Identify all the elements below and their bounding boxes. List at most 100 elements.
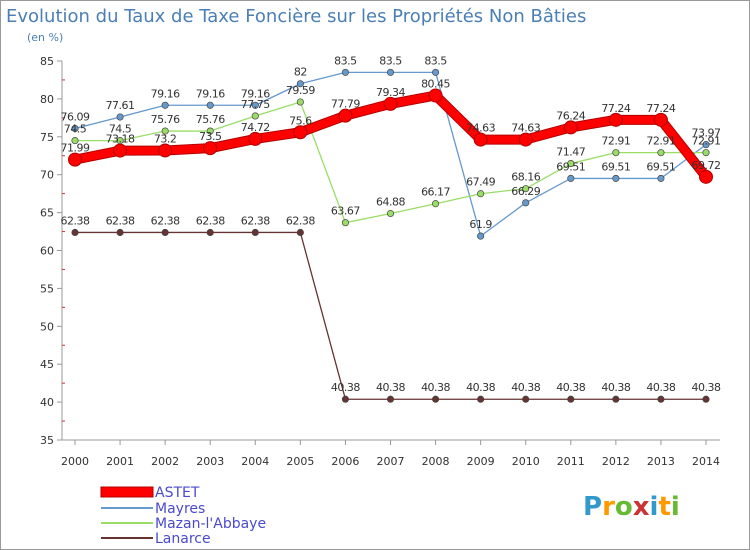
data-label-mayres: 83.5 [334, 54, 357, 67]
data-label-mazan-l-abbaye: 72.91 [601, 135, 630, 148]
axes: 35 40 45 50 55 60 65 70 75 80 85 2000 2001 2002 2003 20… [40, 55, 720, 468]
data-point-mazan-l-abbaye [161, 127, 169, 135]
data-point-astet [248, 131, 263, 146]
legend-label-astet: ASTET [155, 485, 200, 501]
data-label-astet: 74.63 [511, 122, 540, 135]
data-label-mayres: 66.29 [511, 185, 540, 198]
data-point-mazan-l-abbaye [702, 149, 710, 157]
data-point-mayres [567, 174, 575, 182]
data-label-lanarce: 62.38 [286, 214, 315, 227]
data-point-mayres [432, 68, 440, 76]
data-label-lanarce: 40.38 [421, 381, 450, 394]
y-tick-label: 70 [40, 169, 54, 182]
data-label-astet: 73.18 [106, 133, 135, 146]
legend-label-lanarce: Lanarce [155, 531, 211, 547]
data-point-lanarce [206, 228, 214, 237]
data-point-mayres [386, 68, 395, 76]
data-point-lanarce [522, 395, 530, 403]
data-label-astet: 73.2 [154, 132, 177, 145]
data-point-astet [158, 143, 173, 158]
data-point-lanarce [477, 395, 485, 403]
data-point-lanarce [116, 228, 124, 237]
data-point-astet [203, 141, 218, 156]
data-point-mayres [71, 124, 79, 133]
data-label-astet: 71.99 [61, 142, 90, 155]
data-point-lanarce [296, 228, 304, 237]
data-point-mayres [251, 101, 259, 109]
chart-subtitle: (en %) [27, 31, 63, 44]
data-point-mazan-l-abbaye [522, 185, 530, 193]
logo-letter: t [658, 492, 670, 522]
data-label-mazan-l-abbaye: 75.76 [196, 113, 225, 126]
data-point-lanarce [612, 395, 620, 403]
y-tick-label: 40 [40, 396, 54, 409]
data-point-lanarce [341, 395, 349, 403]
x-tick-label: 2004 [241, 455, 269, 468]
data-point-lanarce [251, 228, 259, 237]
data-label-astet: 77.79 [331, 98, 360, 111]
data-label-mazan-l-abbaye: 63.67 [331, 205, 360, 218]
x-tick-label: 2008 [422, 455, 450, 468]
legend-swatch-astet [100, 486, 154, 498]
data-label-astet: 77.24 [601, 102, 630, 115]
data-label-astet: 76.24 [556, 109, 585, 122]
data-label-mazan-l-abbaye: 67.49 [466, 176, 495, 189]
data-label-lanarce: 62.38 [61, 214, 90, 227]
data-label-astet: 75.6 [289, 114, 312, 127]
data-label-lanarce: 40.38 [331, 381, 360, 394]
x-tick-label: 2012 [602, 455, 630, 468]
data-point-mazan-l-abbaye [251, 112, 259, 120]
data-point-mayres [296, 80, 304, 88]
data-label-lanarce: 40.38 [466, 381, 495, 394]
x-tick-label: 2007 [377, 455, 405, 468]
data-point-mazan-l-abbaye [657, 149, 665, 157]
x-tick-label: 2003 [196, 455, 224, 468]
data-label-lanarce: 40.38 [601, 381, 630, 394]
data-point-mayres [477, 232, 485, 240]
data-point-mazan-l-abbaye [432, 200, 440, 208]
x-tick-label: 2009 [467, 455, 495, 468]
data-label-mazan-l-abbaye: 74.5 [109, 123, 132, 136]
data-label-mayres: 79.16 [196, 87, 225, 100]
data-label-mayres: 79.16 [241, 87, 270, 100]
series-layer [68, 68, 713, 403]
x-tick-label: 2006 [331, 455, 359, 468]
data-point-astet [383, 96, 398, 111]
data-label-mazan-l-abbaye: 64.88 [376, 196, 405, 209]
data-point-astet [68, 152, 82, 167]
x-tick-label: 2005 [286, 455, 314, 468]
x-tick-label: 2000 [61, 455, 89, 468]
data-label-mayres: 79.16 [151, 87, 180, 100]
data-label-astet: 77.24 [646, 102, 675, 115]
data-point-mayres [341, 68, 349, 76]
y-tick-label: 55 [40, 282, 54, 295]
data-point-mayres [612, 174, 620, 182]
data-label-lanarce: 62.38 [151, 214, 180, 227]
x-tick-label: 2013 [647, 455, 675, 468]
data-point-mazan-l-abbaye [386, 209, 395, 218]
data-label-mazan-l-abbaye: 72.91 [646, 135, 675, 148]
logo-letter: i [671, 492, 680, 522]
data-point-astet [699, 169, 713, 184]
data-point-lanarce [567, 395, 575, 403]
data-label-astet: 73.5 [199, 130, 222, 143]
data-label-lanarce: 40.38 [511, 381, 540, 394]
data-label-mazan-l-abbaye: 79.59 [286, 84, 315, 97]
x-tick-label: 2011 [557, 455, 585, 468]
data-label-mayres: 69.51 [646, 160, 675, 173]
logo-letter: i [650, 492, 659, 522]
x-tick-label: 2014 [692, 455, 720, 468]
data-label-mazan-l-abbaye: 66.17 [421, 186, 450, 199]
data-label-mazan-l-abbaye: 77.75 [241, 98, 270, 111]
data-point-mayres [116, 113, 124, 121]
data-label-lanarce: 40.38 [692, 381, 721, 394]
x-tick-label: 2001 [106, 455, 134, 468]
data-point-astet [428, 88, 443, 103]
data-point-astet [653, 112, 668, 127]
data-label-astet: 74.63 [466, 122, 495, 135]
y-tick-label: 50 [40, 320, 54, 333]
data-point-mayres [702, 141, 710, 149]
data-point-mayres [522, 199, 530, 207]
data-point-lanarce [161, 228, 169, 237]
